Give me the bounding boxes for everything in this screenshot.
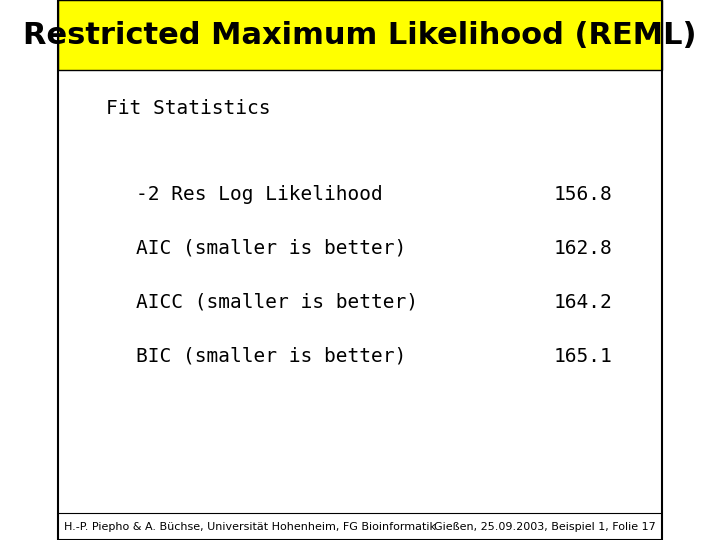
Text: 165.1: 165.1 <box>554 347 612 366</box>
Text: 164.2: 164.2 <box>554 293 612 312</box>
Text: AIC (smaller is better): AIC (smaller is better) <box>136 239 407 258</box>
Text: AICC (smaller is better): AICC (smaller is better) <box>136 293 418 312</box>
Text: 162.8: 162.8 <box>554 239 612 258</box>
Text: Fit Statistics: Fit Statistics <box>106 98 271 118</box>
Text: Restricted Maximum Likelihood (REML): Restricted Maximum Likelihood (REML) <box>23 21 697 50</box>
Text: Gießen, 25.09.2003, Beispiel 1, Folie 17: Gießen, 25.09.2003, Beispiel 1, Folie 17 <box>434 522 656 531</box>
Text: H.-P. Piepho & A. Büchse, Universität Hohenheim, FG Bioinformatik: H.-P. Piepho & A. Büchse, Universität Ho… <box>64 522 436 531</box>
FancyBboxPatch shape <box>58 0 662 70</box>
Text: BIC (smaller is better): BIC (smaller is better) <box>136 347 407 366</box>
Text: -2 Res Log Likelihood: -2 Res Log Likelihood <box>136 185 383 204</box>
Text: 156.8: 156.8 <box>554 185 612 204</box>
